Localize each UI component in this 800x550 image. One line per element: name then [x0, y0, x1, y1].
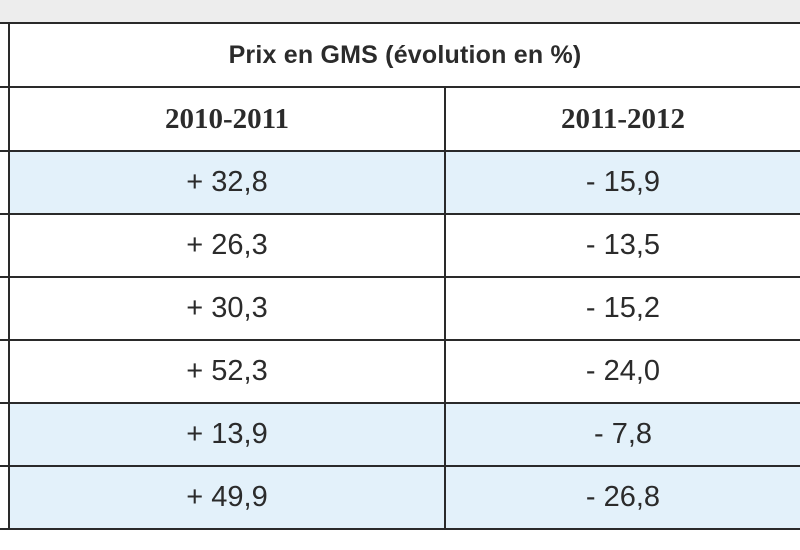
top-strip: [0, 0, 800, 22]
value-cell-2011-2012: - 13,5: [444, 213, 800, 278]
table-row: + 30,3- 15,2: [0, 276, 800, 341]
row-label-cell: [0, 86, 10, 152]
column-header-2011-2012: 2011-2012: [444, 86, 800, 152]
value-cell-2011-2012: - 15,2: [444, 276, 800, 341]
value-cell-2010-2011: + 13,9: [8, 402, 446, 467]
row-label-cell: [0, 465, 10, 530]
value-cell-2010-2011: + 32,8: [8, 150, 446, 215]
row-label-cell: [0, 213, 10, 278]
value-cell-2011-2012: - 26,8: [444, 465, 800, 530]
header-row: 2010-2011 2011-2012: [0, 86, 800, 152]
table-row: + 13,9- 7,8: [0, 402, 800, 467]
value-cell-2011-2012: - 7,8: [444, 402, 800, 467]
caption-row: Prix en GMS (évolution en %): [0, 22, 800, 88]
row-label-cell: [0, 22, 10, 88]
row-label-cell: [0, 276, 10, 341]
row-label-cell: [0, 402, 10, 467]
table-caption: Prix en GMS (évolution en %): [8, 22, 800, 88]
value-cell-2010-2011: + 30,3: [8, 276, 446, 341]
column-header-2010-2011: 2010-2011: [8, 86, 446, 152]
price-evolution-table: Prix en GMS (évolution en %) 2010-2011 2…: [0, 22, 800, 530]
price-table-container: Prix en GMS (évolution en %) 2010-2011 2…: [0, 22, 800, 530]
value-cell-2010-2011: + 49,9: [8, 465, 446, 530]
row-label-cell: [0, 150, 10, 215]
value-cell-2011-2012: - 15,9: [444, 150, 800, 215]
value-cell-2011-2012: - 24,0: [444, 339, 800, 404]
table-row: + 26,3- 13,5: [0, 213, 800, 278]
value-cell-2010-2011: + 26,3: [8, 213, 446, 278]
table-row: + 32,8- 15,9: [0, 150, 800, 215]
table-row: + 49,9- 26,8: [0, 465, 800, 530]
value-cell-2010-2011: + 52,3: [8, 339, 446, 404]
table-row: + 52,3- 24,0: [0, 339, 800, 404]
row-label-cell: [0, 339, 10, 404]
